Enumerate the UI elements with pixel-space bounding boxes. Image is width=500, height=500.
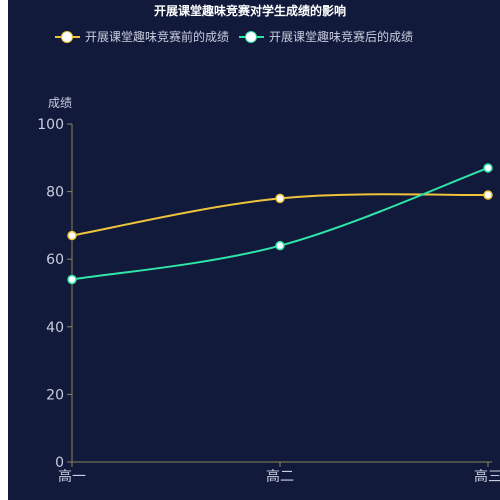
data-point-after (483, 163, 493, 173)
data-point-before (275, 193, 285, 204)
series-layer (71, 167, 489, 281)
legend-swatch-after-icon (239, 30, 265, 44)
axes-layer: 0 20 40 60 80 100 高一 高二 高三 (37, 117, 500, 485)
x-tick-label: 高二 (266, 468, 294, 485)
legend-item-after[interactable]: 开展课堂趣味竞赛后的成绩 (239, 30, 413, 44)
legend-item-before[interactable]: 开展课堂趣味竞赛前的成绩 (55, 30, 229, 44)
y-tick-label: 100 (37, 117, 64, 133)
data-point-before (67, 230, 77, 241)
y-tick-label: 40 (46, 320, 64, 336)
legend-label-before: 开展课堂趣味竞赛前的成绩 (85, 30, 230, 44)
legend-swatch-before-icon (55, 30, 80, 44)
y-tick-label: 0 (55, 455, 64, 471)
legend-dot-after (245, 31, 258, 43)
y-tick-label: 60 (46, 252, 64, 268)
x-tick-label: 高三 (474, 468, 500, 485)
x-tick-label: 高一 (58, 468, 86, 485)
y-tick-label: 20 (46, 387, 64, 403)
legend-label-after: 开展课堂趣味竞赛后的成绩 (269, 30, 414, 44)
data-point-before (483, 190, 493, 200)
chart-legend: 开展课堂趣味竞赛前的成绩 开展课堂趣味竞赛后的成绩 (55, 27, 423, 47)
points-layer (67, 163, 493, 285)
data-point-after (275, 240, 285, 251)
chart-background (8, 0, 500, 500)
y-tick-label: 80 (46, 185, 64, 201)
y-axis-label: 成绩 (48, 96, 72, 110)
data-point-after (67, 274, 77, 285)
legend-dot-before (61, 31, 73, 43)
chart-title: 开展课堂趣味竞赛对学生成绩的影响 (153, 4, 346, 18)
